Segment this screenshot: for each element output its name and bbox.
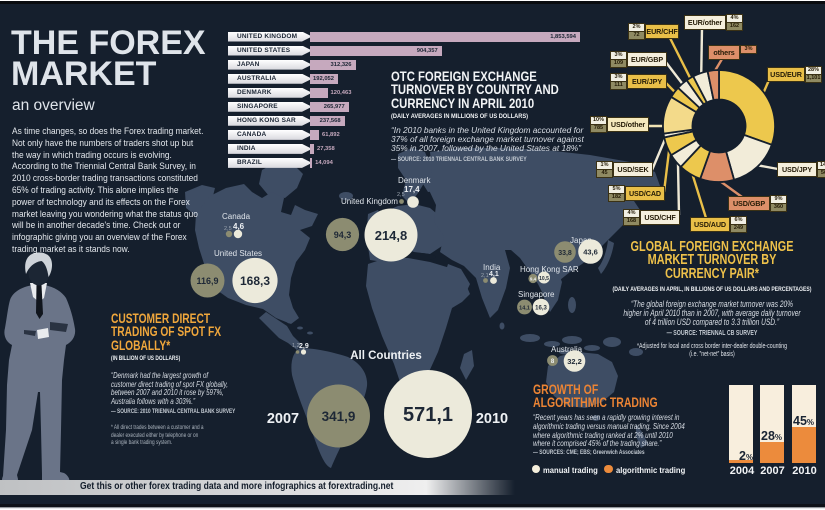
svg-text:All Countries: All Countries (350, 350, 422, 362)
svg-text:Denmark: Denmark (398, 176, 431, 185)
svg-text:Australia: Australia (551, 345, 583, 354)
svg-text:214,8: 214,8 (375, 228, 408, 243)
svg-text:17,4: 17,4 (404, 185, 420, 194)
svg-text:2,1: 2,1 (481, 273, 489, 279)
svg-text:2,9: 2,9 (299, 343, 309, 350)
svg-text:9,4: 9,4 (530, 277, 537, 282)
svg-text:10,5: 10,5 (539, 276, 549, 282)
svg-text:2,5: 2,5 (397, 192, 405, 198)
svg-text:4,1: 4,1 (489, 271, 499, 278)
svg-text:2007: 2007 (267, 411, 299, 427)
svg-text:571,1: 571,1 (403, 404, 453, 426)
svg-text:United States: United States (214, 249, 262, 258)
svg-text:1,2: 1,2 (292, 343, 300, 349)
svg-text:116,9: 116,9 (196, 276, 218, 286)
svg-text:2,5: 2,5 (224, 226, 232, 232)
svg-text:14,1: 14,1 (519, 306, 530, 312)
svg-text:341,9: 341,9 (322, 409, 356, 424)
svg-text:94,3: 94,3 (334, 230, 352, 240)
svg-text:43,6: 43,6 (583, 248, 598, 257)
svg-text:33,8: 33,8 (558, 250, 572, 257)
svg-text:Hong Kong SAR: Hong Kong SAR (520, 265, 579, 274)
svg-text:8: 8 (551, 359, 555, 365)
svg-text:4,6: 4,6 (233, 222, 245, 231)
svg-text:India: India (483, 263, 501, 272)
svg-text:2010: 2010 (476, 411, 508, 427)
svg-text:Canada: Canada (222, 212, 251, 221)
svg-text:Singapore: Singapore (518, 290, 555, 299)
svg-text:United Kingdom: United Kingdom (341, 197, 398, 206)
svg-text:32,2: 32,2 (567, 357, 582, 366)
svg-text:16,3: 16,3 (535, 306, 547, 312)
svg-text:Japan: Japan (570, 236, 592, 245)
svg-text:168,3: 168,3 (240, 274, 270, 288)
